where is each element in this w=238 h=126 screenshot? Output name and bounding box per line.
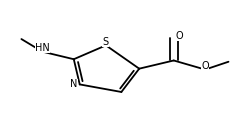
- Text: O: O: [176, 30, 183, 41]
- Text: S: S: [103, 37, 109, 47]
- Text: HN: HN: [35, 43, 50, 53]
- Text: O: O: [201, 60, 209, 71]
- Text: N: N: [70, 79, 77, 89]
